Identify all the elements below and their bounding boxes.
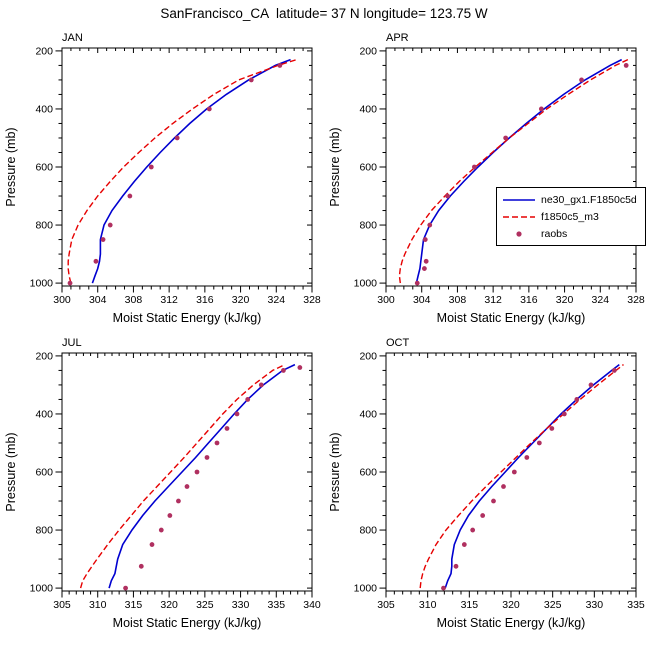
svg-text:312: 312 (484, 294, 502, 306)
svg-text:400: 400 (359, 408, 377, 420)
svg-text:Pressure (mb): Pressure (mb) (328, 432, 342, 511)
svg-text:1000: 1000 (354, 583, 378, 595)
svg-text:316: 316 (520, 294, 538, 306)
svg-text:330: 330 (232, 599, 250, 611)
svg-text:304: 304 (89, 294, 107, 306)
svg-text:304: 304 (413, 294, 431, 306)
jul-chart: 305 310 315 320 325 330 335 340 200 400 600 800 1000… (4, 337, 321, 630)
svg-text:200: 200 (35, 45, 53, 57)
svg-text:Moist Static Energy (kJ/kg): Moist Static Energy (kJ/kg) (113, 616, 262, 630)
svg-text:320: 320 (502, 599, 520, 611)
subplot-jan: 300 304 308 312 316 320 324 328 200 400 600 800 1000… (0, 28, 324, 333)
svg-text:400: 400 (35, 103, 53, 115)
oct-chart: 305 310 315 320 325 330 335 200 400 600 800 1000 OCT… (328, 337, 645, 630)
subplot-grid: 300 304 308 312 316 320 324 328 200 400 600 800 1000… (0, 28, 648, 638)
svg-text:316: 316 (196, 294, 214, 306)
svg-text:JUL: JUL (62, 337, 82, 349)
svg-text:305: 305 (377, 599, 395, 611)
svg-text:300: 300 (377, 294, 395, 306)
svg-text:312: 312 (160, 294, 178, 306)
svg-text:315: 315 (125, 599, 143, 611)
svg-text:308: 308 (125, 294, 143, 306)
svg-text:200: 200 (359, 45, 377, 57)
svg-text:1000: 1000 (30, 583, 54, 595)
legend-entry: raobs (501, 225, 641, 242)
svg-text:600: 600 (359, 467, 377, 479)
svg-text:325: 325 (544, 599, 562, 611)
svg-text:335: 335 (627, 599, 645, 611)
subplot-jul: 305 310 315 320 325 330 335 340 200 400 600 800 1000… (0, 333, 324, 638)
svg-text:APR: APR (386, 32, 409, 44)
legend-entry: ne30_gx1.F1850c5d (501, 191, 641, 208)
svg-text:1000: 1000 (354, 278, 378, 290)
svg-text:200: 200 (359, 350, 377, 362)
svg-text:800: 800 (35, 220, 53, 232)
svg-text:300: 300 (53, 294, 71, 306)
svg-text:324: 324 (592, 294, 610, 306)
subplot-apr: 300 304 308 312 316 320 324 328 200 400 600 800 1000… (324, 28, 648, 333)
svg-text:800: 800 (35, 525, 53, 537)
svg-text:310: 310 (419, 599, 437, 611)
legend-label: ne30_gx1.F1850c5d (541, 193, 637, 206)
svg-text:340: 340 (303, 599, 321, 611)
svg-text:800: 800 (359, 220, 377, 232)
svg-text:335: 335 (268, 599, 286, 611)
svg-text:200: 200 (35, 350, 53, 362)
legend-sample-dot (516, 230, 522, 237)
svg-text:325: 325 (196, 599, 214, 611)
svg-text:400: 400 (359, 103, 377, 115)
svg-text:328: 328 (303, 294, 321, 306)
svg-text:400: 400 (35, 408, 53, 420)
svg-text:308: 308 (449, 294, 467, 306)
legend-sample-solid (503, 198, 535, 201)
svg-text:Pressure (mb): Pressure (mb) (4, 432, 18, 511)
svg-text:600: 600 (359, 162, 377, 174)
legend-sample-dashed (503, 215, 535, 218)
svg-text:Pressure (mb): Pressure (mb) (4, 127, 18, 206)
svg-text:305: 305 (53, 599, 71, 611)
apr-chart: 300 304 308 312 316 320 324 328 200 400 600 800 1000… (328, 32, 645, 325)
svg-text:Pressure (mb): Pressure (mb) (328, 127, 342, 206)
svg-text:324: 324 (268, 294, 286, 306)
svg-text:Moist Static Energy (kJ/kg): Moist Static Energy (kJ/kg) (437, 311, 586, 325)
svg-text:328: 328 (627, 294, 645, 306)
svg-text:320: 320 (160, 599, 178, 611)
svg-text:OCT: OCT (386, 337, 410, 349)
svg-text:310: 310 (89, 599, 107, 611)
svg-text:330: 330 (586, 599, 604, 611)
legend-label: f1850c5_m3 (541, 210, 599, 223)
svg-text:600: 600 (35, 467, 53, 479)
svg-text:Moist Static Energy (kJ/kg): Moist Static Energy (kJ/kg) (437, 616, 586, 630)
jan-chart: 300 304 308 312 316 320 324 328 200 400 600 800 1000… (4, 32, 321, 325)
legend-entry: f1850c5_m3 (501, 208, 641, 225)
svg-text:315: 315 (461, 599, 479, 611)
svg-text:320: 320 (232, 294, 250, 306)
svg-text:Moist Static Energy (kJ/kg): Moist Static Energy (kJ/kg) (113, 311, 262, 325)
legend-label: raobs (541, 227, 568, 240)
svg-text:JAN: JAN (62, 32, 83, 44)
subplot-oct: 305 310 315 320 325 330 335 200 400 600 800 1000 OCT… (324, 333, 648, 638)
svg-text:800: 800 (359, 525, 377, 537)
svg-text:600: 600 (35, 162, 53, 174)
svg-text:320: 320 (556, 294, 574, 306)
figure-title: SanFrancisco_CA latitude= 37 N longitude… (160, 6, 488, 21)
svg-text:1000: 1000 (30, 278, 54, 290)
